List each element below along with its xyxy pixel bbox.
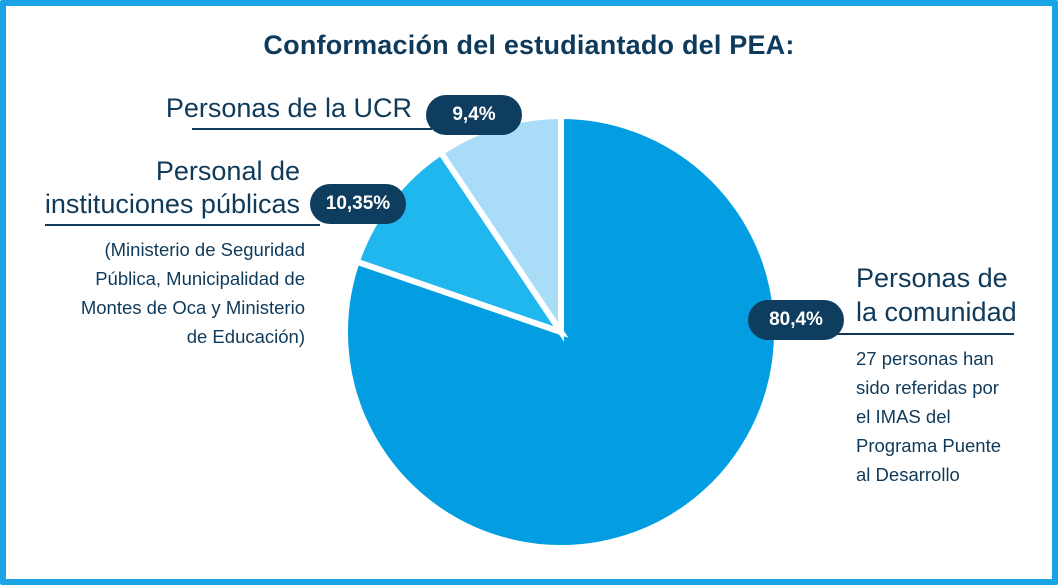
- note-institutions-line: (Ministerio de Seguridad: [104, 239, 305, 260]
- note-community-line: 27 personas han: [856, 348, 994, 369]
- label-community-line1: Personas de: [856, 263, 1008, 293]
- label-community-underline: [818, 333, 1014, 335]
- note-institutions-line: Pública, Municipalidad de: [95, 268, 305, 289]
- value-label-ucr: 9,4%: [426, 95, 522, 135]
- note-institutions-line: Montes de Oca y Ministerio: [80, 297, 305, 318]
- slice-community: [342, 112, 780, 551]
- note-community-line: Programa Puente: [856, 435, 1002, 456]
- label-community-line2: la comunidad: [856, 297, 1017, 327]
- label-institutions-line1: Personal de: [155, 156, 300, 186]
- note-community-line: el IMAS del: [856, 406, 951, 427]
- note-community-line: sido referidas por: [856, 377, 999, 398]
- value-label-community: 80,4%: [748, 300, 844, 340]
- note-community-line: al Desarrollo: [856, 464, 960, 485]
- note-institutions-line: de Educación): [186, 326, 305, 347]
- value-label-institutions: 10,35%: [310, 184, 406, 224]
- label-ucr-underline: [192, 128, 432, 130]
- label-ucr: Personas de la UCR: [165, 93, 412, 123]
- chart-title: Conformación del estudiantado del PEA:: [263, 30, 795, 60]
- label-institutions-line2: instituciones públicas: [44, 189, 300, 219]
- label-institutions-underline: [45, 224, 320, 226]
